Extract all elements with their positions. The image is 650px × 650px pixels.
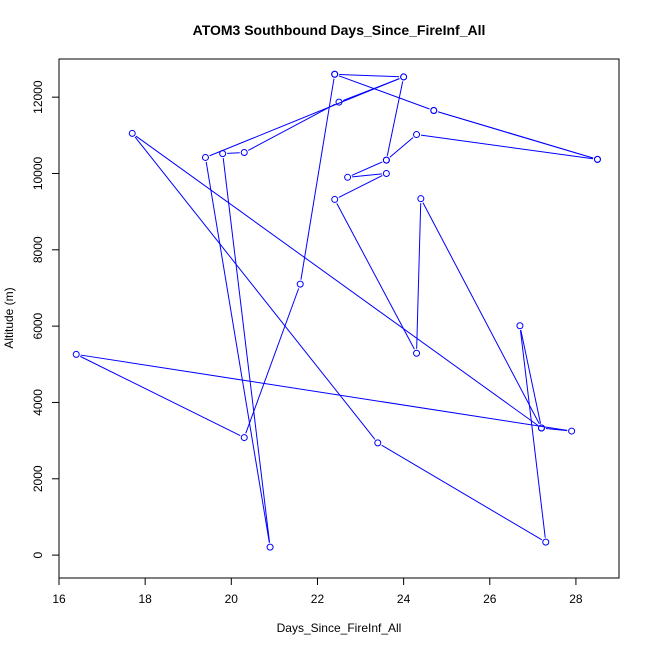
series-segment — [352, 173, 382, 178]
x-tick-label: 22 — [311, 592, 325, 606]
series-segment — [336, 203, 415, 350]
x-tick-label: 16 — [52, 592, 66, 606]
y-axis: 0 2000 4000 6000 8000 10000 12000 — [31, 80, 60, 558]
data-point — [593, 155, 601, 163]
series-segment — [245, 288, 300, 434]
data-point — [335, 98, 343, 106]
series-segment — [519, 330, 546, 538]
data-point — [331, 70, 339, 78]
series-segment — [80, 354, 568, 431]
data-point — [382, 169, 390, 177]
y-tick-label: 6000 — [31, 312, 45, 339]
data-point — [201, 153, 209, 161]
series-segment — [135, 135, 539, 426]
series-segment — [339, 73, 400, 78]
series-segment — [227, 152, 240, 154]
series-segment — [520, 330, 542, 424]
data-point — [417, 195, 425, 203]
y-tick-label: 10000 — [31, 156, 45, 190]
x-tick-label: 20 — [225, 592, 239, 606]
data-point — [344, 173, 352, 181]
x-tick-label: 24 — [397, 592, 411, 606]
data-point — [382, 156, 390, 164]
x-axis: 16 18 20 22 24 26 28 — [52, 577, 583, 606]
data-point — [568, 427, 576, 435]
series-segment — [300, 78, 335, 280]
data-point — [266, 543, 274, 551]
data-point — [219, 150, 227, 158]
data-point — [413, 349, 421, 357]
y-tick-label: 12000 — [31, 80, 45, 114]
y-tick-label: 8000 — [31, 236, 45, 263]
series-segment — [437, 111, 594, 159]
data-point — [400, 73, 408, 81]
data-point — [537, 424, 545, 432]
data-point — [240, 148, 248, 156]
x-axis-label: Days_Since_FireInf_All — [277, 621, 402, 635]
series-segment — [386, 81, 404, 156]
y-tick-label: 2000 — [31, 465, 45, 492]
data-point — [542, 538, 550, 546]
series-segment — [80, 355, 241, 437]
series-segment — [381, 444, 543, 541]
y-tick-label: 0 — [31, 551, 45, 558]
chart-title: ATOM3 Southbound Days_Since_FireInf_All — [193, 22, 486, 38]
data-point — [516, 322, 524, 330]
series-segment — [420, 134, 594, 160]
series-segment — [338, 175, 383, 198]
data-point — [331, 195, 339, 203]
series-segment — [205, 161, 270, 543]
series-segment — [338, 75, 430, 110]
series-layer — [72, 70, 601, 551]
series-segment — [134, 136, 376, 440]
data-point — [374, 439, 382, 447]
x-tick-label: 18 — [138, 592, 152, 606]
data-point — [296, 280, 304, 288]
data-point — [430, 107, 438, 115]
plot-frame — [58, 58, 620, 579]
y-axis-label: Altitude (m) — [2, 287, 16, 348]
data-point — [128, 129, 136, 137]
series-segment — [209, 78, 400, 157]
data-point — [240, 434, 248, 442]
x-tick-label: 28 — [569, 592, 583, 606]
x-tick-label: 26 — [483, 592, 497, 606]
data-point — [413, 131, 421, 139]
series-segment — [416, 203, 422, 349]
data-point — [72, 350, 80, 358]
series-segment — [351, 161, 383, 176]
series-segment — [422, 202, 540, 425]
series-segment — [222, 158, 271, 543]
y-tick-label: 4000 — [31, 389, 45, 416]
series-segment — [389, 137, 414, 158]
series-segment — [247, 103, 336, 151]
